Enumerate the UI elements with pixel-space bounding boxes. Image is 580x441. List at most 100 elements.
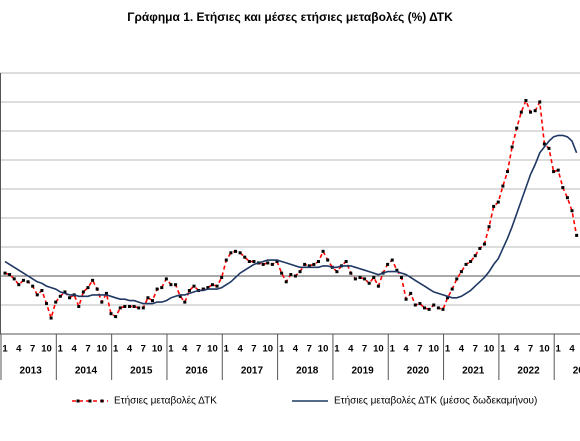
- point-marker: [44, 302, 48, 306]
- point-marker: [137, 306, 141, 310]
- point-marker: [238, 251, 242, 255]
- x-tick-label: 7: [473, 344, 478, 355]
- point-marker: [575, 233, 579, 237]
- point-marker: [533, 109, 537, 113]
- point-marker: [266, 261, 270, 265]
- year-label: 2021: [462, 366, 485, 377]
- x-tick-label: 7: [141, 344, 146, 355]
- year-label: 2015: [130, 366, 153, 377]
- point-marker: [404, 297, 408, 301]
- x-tick-label: 10: [539, 344, 550, 355]
- x-tick-label: 10: [262, 344, 273, 355]
- point-marker: [91, 278, 95, 282]
- point-marker: [192, 284, 196, 288]
- year-label: 2017: [241, 366, 264, 377]
- point-marker: [478, 246, 482, 250]
- point-marker: [280, 271, 284, 275]
- series-line: [4, 134, 578, 305]
- x-tick-label: 10: [207, 344, 218, 355]
- point-marker: [54, 300, 58, 304]
- point-marker: [100, 300, 104, 304]
- point-marker: [275, 260, 279, 263]
- point-marker: [372, 275, 376, 279]
- point-marker: [552, 170, 556, 174]
- point-marker: [210, 283, 214, 287]
- x-tick-label: 10: [41, 344, 52, 355]
- point-marker: [432, 303, 436, 307]
- point-marker: [469, 260, 473, 263]
- year-label: 2020: [407, 366, 430, 377]
- point-marker: [459, 270, 463, 274]
- point-marker: [524, 99, 528, 103]
- year-label: 2018: [296, 366, 319, 377]
- point-marker: [413, 303, 417, 307]
- x-tick-label: 1: [2, 344, 8, 355]
- point-marker: [26, 280, 30, 284]
- point-marker: [496, 200, 500, 204]
- point-marker: [68, 296, 72, 300]
- point-marker: [316, 260, 320, 263]
- point-marker: [146, 296, 150, 300]
- point-marker: [363, 277, 367, 281]
- point-marker: [95, 287, 99, 291]
- x-tick-label: 7: [417, 344, 422, 355]
- point-marker: [326, 258, 330, 262]
- point-marker: [63, 290, 67, 294]
- point-marker: [35, 293, 39, 297]
- x-tick-label: 10: [484, 344, 495, 355]
- point-marker: [358, 275, 362, 279]
- year-label: 2014: [75, 366, 98, 377]
- x-tick-label: 7: [362, 344, 367, 355]
- point-marker: [123, 304, 127, 308]
- point-marker: [390, 258, 394, 262]
- point-marker: [81, 290, 85, 294]
- x-tick-label: 7: [196, 344, 201, 355]
- point-marker: [178, 294, 182, 298]
- x-tick-label: 1: [279, 344, 285, 355]
- point-marker: [487, 225, 491, 229]
- point-marker: [409, 291, 413, 295]
- legend-marker: [100, 399, 104, 403]
- x-tick-label: 1: [224, 344, 230, 355]
- point-marker: [418, 302, 422, 306]
- point-marker: [298, 270, 302, 274]
- x-tick-label: 1: [113, 344, 119, 355]
- point-marker: [515, 126, 519, 130]
- x-tick-label: 7: [85, 344, 90, 355]
- point-marker: [349, 271, 353, 275]
- point-marker: [321, 249, 325, 253]
- point-marker: [529, 110, 533, 114]
- x-tick-label: 1: [445, 344, 451, 355]
- legend-label: Ετήσιες μεταβολές ΔΤΚ: [114, 395, 217, 407]
- point-marker: [174, 283, 178, 287]
- chart-title: Γράφημα 1. Ετήσιες και μέσες ετήσιες μετ…: [127, 10, 453, 24]
- point-marker: [21, 278, 25, 282]
- point-marker: [49, 316, 53, 320]
- point-marker: [441, 307, 445, 311]
- x-tick-label: 7: [251, 344, 256, 355]
- x-tick-label: 4: [569, 344, 575, 355]
- x-tick-label: 4: [72, 344, 78, 355]
- point-marker: [224, 258, 228, 262]
- point-marker: [12, 277, 16, 281]
- point-marker: [86, 286, 90, 290]
- year-label: 2023: [573, 366, 580, 377]
- point-marker: [151, 299, 155, 303]
- legend-marker: [88, 399, 92, 403]
- year-label: 2019: [351, 366, 374, 377]
- point-marker: [556, 168, 560, 172]
- point-marker: [284, 280, 288, 284]
- point-marker: [353, 277, 357, 281]
- x-tick-label: 4: [514, 344, 520, 355]
- x-tick-label: 1: [556, 344, 562, 355]
- point-marker: [164, 277, 168, 281]
- point-marker: [261, 262, 265, 266]
- point-marker: [367, 281, 371, 285]
- x-tick-label: 4: [459, 344, 465, 355]
- point-marker: [570, 209, 574, 213]
- point-marker: [303, 262, 307, 266]
- point-marker: [436, 306, 440, 310]
- x-tick-label: 10: [152, 344, 163, 355]
- point-marker: [473, 254, 477, 258]
- x-tick-label: 10: [373, 344, 384, 355]
